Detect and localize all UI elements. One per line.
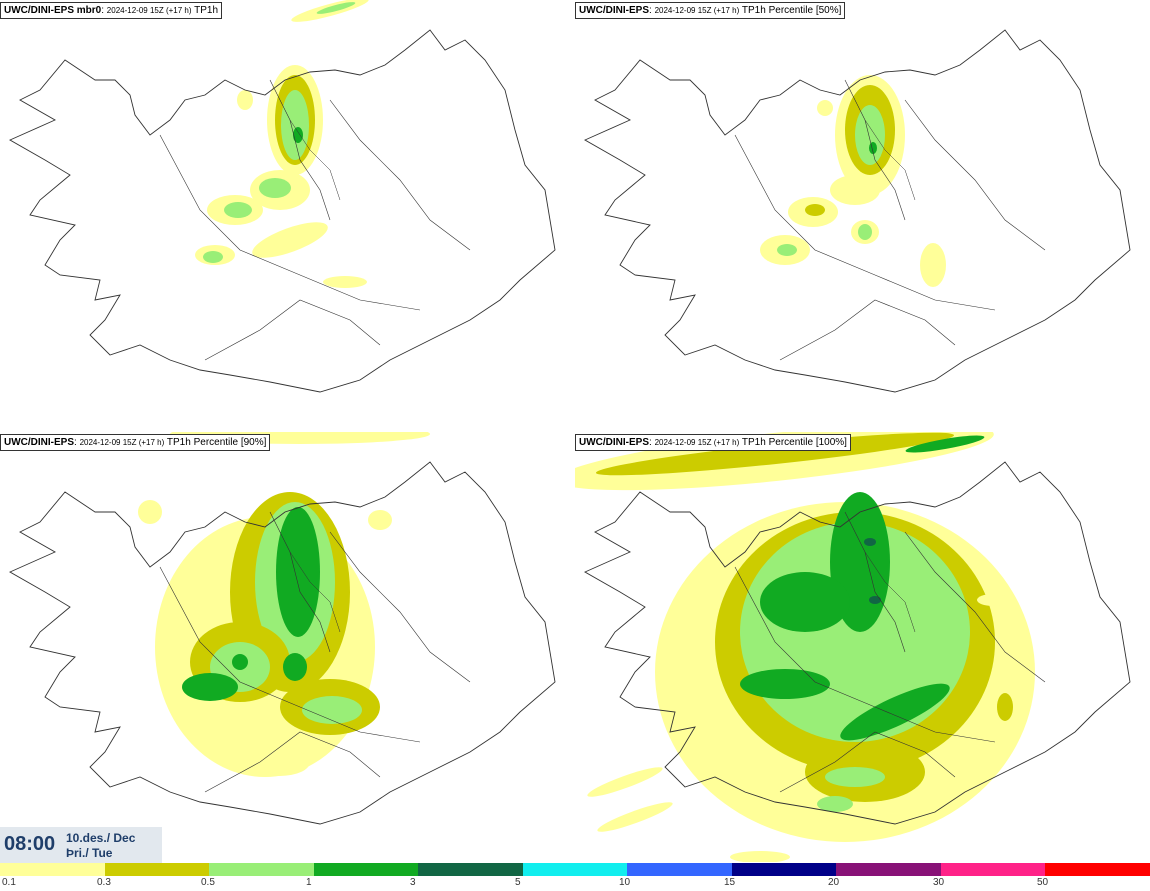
legend-swatch — [836, 863, 941, 876]
precip-field — [195, 0, 369, 288]
precip-field — [575, 432, 1035, 862]
map-panel-p50: UWC/DINI-EPS: 2024-12-09 15Z (+17 h) TP1… — [575, 0, 1150, 430]
coastline — [9, 29, 556, 393]
legend-tick-label: 3 — [410, 877, 416, 888]
legend-tick-label: 0.1 — [2, 877, 16, 888]
coastline — [9, 461, 556, 825]
legend-tick-label: 20 — [828, 877, 840, 888]
legend-swatch — [522, 863, 628, 876]
map-panel-p90: UWC/DINI-EPS: 2024-12-09 15Z (+17 h) TP1… — [0, 432, 575, 862]
precip-map — [584, 29, 1131, 393]
precip-legend: 0.1 0.3 0.5 1 3 5 10 15 20 30 50 — [0, 863, 1150, 891]
legend-tick-label: 0.5 — [201, 877, 215, 888]
legend-swatch — [1045, 863, 1150, 876]
map-panel-p100: UWC/DINI-EPS: 2024-12-09 15Z (+17 h) TP1… — [575, 432, 1150, 862]
coastline — [584, 29, 1131, 393]
legend-swatch — [313, 863, 419, 876]
precip-map — [9, 0, 556, 393]
legend-swatch — [627, 863, 732, 876]
legend-swatch — [104, 863, 210, 876]
precip-map — [9, 432, 556, 825]
legend-tick-label: 0.3 — [97, 877, 111, 888]
valid-time-box: 08:00 10.des./ Dec Þri./ Tue — [0, 827, 162, 863]
legend-tick-label: 30 — [933, 877, 945, 888]
precip-map — [575, 432, 1131, 862]
legend-swatch — [418, 863, 523, 876]
panel-title: UWC/DINI-EPS: 2024-12-09 15Z (+17 h) TP1… — [575, 434, 851, 451]
legend-tick-label: 5 — [515, 877, 521, 888]
legend-tick-label: 1 — [306, 877, 312, 888]
coastline — [584, 461, 1131, 825]
legend-tick-label: 15 — [724, 877, 736, 888]
panel-title: UWC/DINI-EPS: 2024-12-09 15Z (+17 h) TP1… — [575, 2, 846, 19]
panel-title: UWC/DINI-EPS mbr0: 2024-12-09 15Z (+17 h… — [0, 2, 223, 19]
legend-tick-label: 50 — [1037, 877, 1049, 888]
legend-swatch — [731, 863, 837, 876]
valid-weekday: Þri./ Tue — [66, 846, 113, 860]
legend-swatch — [209, 863, 314, 876]
map-panel-mbr0: UWC/DINI-EPS mbr0: 2024-12-09 15Z (+17 h… — [0, 0, 575, 430]
precip-field — [138, 432, 430, 777]
legend-tick-label: 10 — [619, 877, 631, 888]
legend-swatch — [940, 863, 1046, 876]
valid-date: 10.des./ Dec — [66, 831, 136, 845]
valid-time-clock: 08:00 — [4, 833, 56, 855]
legend-swatch — [0, 863, 105, 876]
precip-field — [760, 75, 946, 287]
panel-title: UWC/DINI-EPS: 2024-12-09 15Z (+17 h) TP1… — [0, 434, 271, 451]
legend-colorbar — [0, 863, 1150, 876]
